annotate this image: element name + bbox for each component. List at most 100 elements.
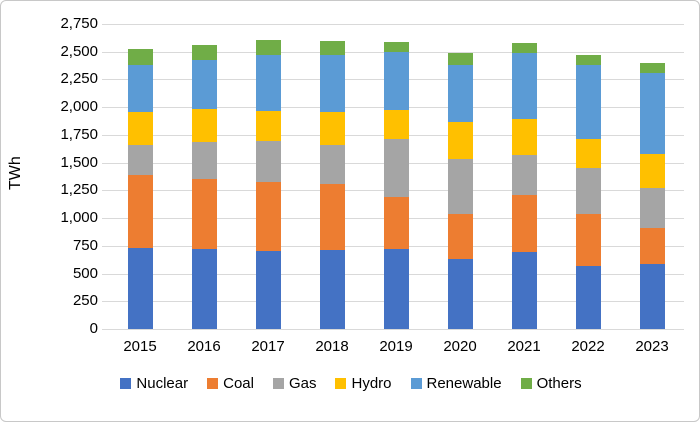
x-axis-label-2017: 2017 (251, 338, 285, 355)
legend-label: Hydro (351, 375, 392, 392)
x-axis-label-2021: 2021 (507, 338, 541, 355)
bar-group-2023 (639, 62, 665, 329)
bar-segment-renewable-2016[interactable] (191, 59, 217, 109)
bar-segment-gas-2018[interactable] (319, 144, 345, 185)
bar-segment-hydro-2023[interactable] (639, 154, 665, 189)
bar-segment-hydro-2019[interactable] (383, 109, 409, 140)
gridline (102, 24, 684, 25)
y-axis-tick-label: 2,250 (60, 70, 98, 88)
legend-item-others[interactable]: Others (520, 375, 582, 392)
bar-segment-others-2018[interactable] (319, 40, 345, 56)
legend-item-nuclear[interactable]: Nuclear (120, 375, 188, 392)
bar-segment-nuclear-2023[interactable] (639, 264, 665, 329)
bar-segment-hydro-2015[interactable] (127, 112, 153, 146)
bar-segment-coal-2019[interactable] (383, 197, 409, 250)
y-axis-tick-label: 1,000 (60, 209, 98, 227)
legend-label: Coal (223, 375, 254, 392)
bar-segment-nuclear-2019[interactable] (383, 249, 409, 329)
bar-segment-hydro-2016[interactable] (191, 108, 217, 143)
y-axis-tick-label: 0 (89, 320, 98, 337)
x-axis: 2015 2016 2017 2018 2019 2020 2021 2022 2023 (108, 338, 684, 355)
gridline (102, 329, 684, 330)
y-axis-tick-label: 1,750 (60, 125, 98, 143)
y-axis-tick-label: 1,500 (60, 153, 98, 171)
bar-segment-gas-2015[interactable] (127, 145, 153, 176)
bar-segment-coal-2021[interactable] (511, 194, 537, 253)
x-axis-label-2018: 2018 (315, 338, 349, 355)
y-axis-tick-label: 750 (72, 236, 98, 254)
bar-segment-hydro-2021[interactable] (511, 118, 537, 155)
legend-swatch-gas (272, 378, 284, 389)
bar-segment-others-2021[interactable] (511, 42, 537, 53)
bar-segment-nuclear-2021[interactable] (511, 252, 537, 329)
legend-label: Nuclear (136, 375, 189, 392)
bar-group-2022 (575, 54, 601, 329)
bar-segment-coal-2023[interactable] (639, 227, 665, 265)
legend-item-coal[interactable]: Coal (207, 375, 254, 392)
x-axis-label-2022: 2022 (571, 338, 605, 355)
bar-segment-others-2022[interactable] (575, 54, 601, 65)
bar-segment-renewable-2017[interactable] (255, 55, 281, 111)
x-axis-label-2020: 2020 (443, 338, 477, 355)
bar-segment-coal-2020[interactable] (447, 213, 473, 260)
bar-segment-others-2019[interactable] (383, 41, 409, 53)
bar-segment-hydro-2018[interactable] (319, 112, 345, 145)
legend-item-gas[interactable]: Gas (272, 375, 317, 392)
bar-segment-coal-2018[interactable] (319, 184, 345, 251)
bar-segment-gas-2019[interactable] (383, 139, 409, 198)
legend-label: Gas (288, 375, 317, 392)
legend-swatch-coal (207, 378, 219, 389)
bar-segment-hydro-2020[interactable] (447, 122, 473, 159)
bar-segment-renewable-2019[interactable] (383, 52, 409, 110)
legend-label: Others (536, 375, 582, 392)
legend-label: Renewable (426, 375, 502, 392)
bar-segment-others-2015[interactable] (127, 49, 153, 66)
y-axis-tick-label: 2,750 (60, 15, 98, 32)
legend-item-hydro[interactable]: Hydro (335, 375, 392, 392)
legend-swatch-renewable (410, 378, 422, 389)
bar-segment-gas-2022[interactable] (575, 167, 601, 214)
y-axis-tick-label: 2,000 (60, 98, 98, 116)
bar-group-2016 (191, 44, 217, 329)
bar-segment-others-2020[interactable] (447, 53, 473, 66)
plot-area (108, 24, 684, 329)
bar-segment-renewable-2021[interactable] (511, 52, 537, 119)
bar-segment-coal-2015[interactable] (127, 175, 153, 249)
bar-segment-nuclear-2020[interactable] (447, 259, 473, 329)
bar-segment-renewable-2022[interactable] (575, 64, 601, 139)
legend-swatch-hydro (335, 378, 347, 389)
x-axis-label-2023: 2023 (635, 338, 669, 355)
bar-segment-renewable-2023[interactable] (639, 72, 665, 155)
bar-group-2015 (127, 49, 153, 329)
bar-segment-gas-2017[interactable] (255, 141, 281, 182)
bar-segment-coal-2016[interactable] (191, 179, 217, 249)
bar-segment-nuclear-2018[interactable] (319, 250, 345, 329)
bar-segment-nuclear-2022[interactable] (575, 265, 601, 329)
x-axis-label-2016: 2016 (187, 338, 221, 355)
bar-segment-others-2023[interactable] (639, 62, 665, 73)
bar-group-2020 (447, 53, 473, 329)
bar-group-2017 (255, 40, 281, 329)
legend: Nuclear Coal Gas Hydro Renewable Others (1, 375, 699, 392)
bar-segment-coal-2022[interactable] (575, 213, 601, 266)
bar-segment-gas-2021[interactable] (511, 154, 537, 195)
bar-segment-nuclear-2015[interactable] (127, 248, 153, 329)
bar-segment-renewable-2018[interactable] (319, 55, 345, 113)
x-axis-label-2019: 2019 (379, 338, 413, 355)
legend-swatch-nuclear (120, 378, 132, 389)
bar-segment-hydro-2017[interactable] (255, 110, 281, 142)
legend-item-renewable[interactable]: Renewable (410, 375, 502, 392)
bar-segment-hydro-2022[interactable] (575, 138, 601, 168)
bar-segment-nuclear-2017[interactable] (255, 250, 281, 329)
bar-segment-others-2016[interactable] (191, 44, 217, 60)
bar-segment-renewable-2020[interactable] (447, 65, 473, 123)
bar-segment-coal-2017[interactable] (255, 181, 281, 251)
y-axis-tick-label: 1,250 (60, 181, 98, 199)
bar-segment-gas-2023[interactable] (639, 188, 665, 228)
bar-segment-nuclear-2016[interactable] (191, 248, 217, 329)
bar-segment-others-2017[interactable] (255, 40, 281, 56)
bar-segment-gas-2020[interactable] (447, 158, 473, 214)
bar-segment-renewable-2015[interactable] (127, 65, 153, 113)
bar-segment-gas-2016[interactable] (191, 142, 217, 180)
